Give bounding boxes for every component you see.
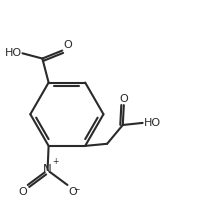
Text: HO: HO xyxy=(5,48,22,58)
Text: O: O xyxy=(68,187,77,197)
Text: −: − xyxy=(73,186,80,195)
Text: O: O xyxy=(18,187,27,197)
Text: +: + xyxy=(52,157,59,166)
Text: HO: HO xyxy=(144,118,161,128)
Text: O: O xyxy=(63,39,72,49)
Text: N: N xyxy=(43,164,52,176)
Text: O: O xyxy=(120,94,129,104)
